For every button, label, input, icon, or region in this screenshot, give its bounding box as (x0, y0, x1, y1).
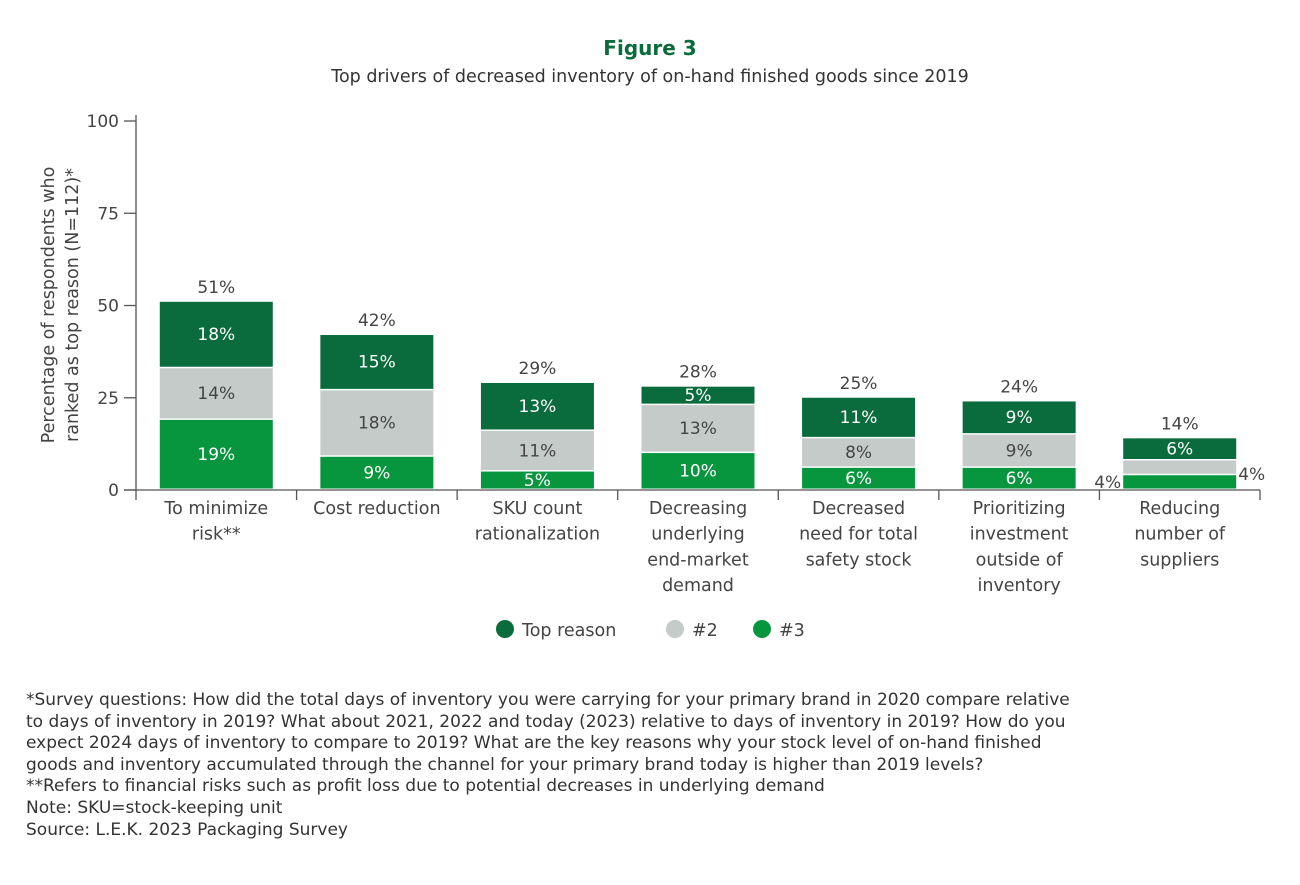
bar-segment (1123, 460, 1237, 474)
plot-area: 0 25 50 75 100 19% 14% 18% 51% To minimize risk** 9… (87, 112, 1266, 596)
bar-segment (641, 405, 755, 452)
bar-segment (159, 368, 273, 419)
bar-segment (1123, 438, 1237, 459)
bar-segment (962, 401, 1076, 434)
legend-label: Top reason (521, 621, 616, 641)
bar-segment (962, 434, 1076, 467)
bar-segment-label: 9% (363, 463, 390, 483)
footnote-line: goods and inventory accumulated through … (26, 754, 984, 775)
y-axis-label-line: Percentage of respondents who (39, 167, 59, 444)
x-category-label: Reducing (1139, 499, 1220, 519)
bar-segment-label: 4% (1094, 473, 1121, 493)
legend-swatch (753, 620, 771, 638)
footnote-line: Note: SKU=stock-keeping unit (26, 797, 283, 818)
bar-total-label: 14% (1161, 414, 1199, 434)
y-tick-label: 75 (97, 204, 119, 224)
chart-subtitle: Top drivers of decreased inventory of on… (330, 67, 969, 87)
bar-segment-label: 10% (679, 462, 717, 482)
bar-segment (159, 419, 273, 489)
x-category-label: inventory (977, 576, 1060, 596)
x-category-label: underlying (651, 525, 745, 545)
bar-segment (641, 386, 755, 404)
x-category-label: SKU count (492, 499, 582, 519)
chart-title: Figure 3 (603, 36, 696, 60)
bar-total-label: 29% (519, 359, 557, 379)
bar-segment (320, 335, 434, 389)
bar-segment-label: 11% (840, 408, 878, 428)
bar-segment (480, 382, 594, 430)
footnote-line: expect 2024 days of inventory to compare… (26, 733, 1042, 754)
footnote-line: Source: L.E.K. 2023 Packaging Survey (26, 819, 348, 840)
footnotes: *Survey questions: How did the total day… (26, 690, 1286, 841)
footnote-line: to days of inventory in 2019? What about… (26, 711, 1066, 732)
x-category-label: end-market (647, 550, 749, 570)
x-category-label: investment (970, 525, 1069, 545)
y-axis-label-line: ranked as top reason (N=112)* (63, 168, 83, 442)
x-category-label: safety stock (806, 550, 913, 570)
bar-segment-label: 19% (197, 445, 235, 465)
bar-segment-label: 9% (1006, 441, 1033, 461)
y-axis-label: Percentage of respondents who ranked as … (39, 167, 83, 444)
x-category-label: risk** (192, 525, 241, 545)
bar-total-label: 25% (840, 374, 878, 394)
legend-swatch (496, 620, 514, 638)
bar-total-label: 24% (1000, 377, 1038, 397)
bar-segment-label: 6% (845, 469, 872, 489)
x-category-label: number of (1134, 525, 1226, 545)
bar-segment-label: 4% (1238, 465, 1265, 485)
bar-segment (480, 430, 594, 471)
legend: Top reason #2 #3 (496, 620, 805, 641)
bar-segment-label: 6% (1166, 439, 1193, 459)
bar-total-label: 28% (679, 363, 717, 383)
x-category-label: Prioritizing (973, 499, 1066, 519)
x-category-label: rationalization (475, 525, 600, 545)
bar-segment-label: 11% (519, 441, 557, 461)
x-category-label: need for total (799, 525, 918, 545)
bar-segment (320, 456, 434, 489)
bar-segment-label: 18% (358, 414, 396, 434)
x-category-label: outside of (976, 550, 1064, 570)
legend-label: #2 (692, 621, 718, 641)
bar-segment-label: 9% (1006, 408, 1033, 428)
bar-segment (802, 467, 916, 489)
bar-segment-label: 13% (519, 397, 557, 417)
x-category-label: Decreased (812, 499, 905, 519)
bar-segment-label: 8% (845, 443, 872, 463)
bar-segment (802, 438, 916, 467)
bar-segment-label: 5% (524, 471, 551, 491)
bar-segment (320, 390, 434, 456)
bar-segment-label: 13% (679, 419, 717, 439)
bar-total-label: 51% (197, 278, 235, 298)
bar-segment-label: 15% (358, 353, 396, 373)
footnote-line: *Survey questions: How did the total day… (26, 690, 1070, 710)
x-category-label: Decreasing (649, 499, 747, 519)
x-category-label: Cost reduction (313, 499, 440, 519)
bar-segment (962, 467, 1076, 489)
bar-total-label: 42% (358, 311, 396, 331)
legend-swatch (666, 620, 684, 638)
x-category-label: To minimize (163, 499, 268, 519)
y-tick-label: 0 (108, 481, 119, 501)
bar-segment (641, 453, 755, 489)
y-tick-label: 100 (87, 112, 119, 132)
y-tick-label: 50 (97, 297, 119, 317)
bar-segment (159, 301, 273, 367)
x-category-label: suppliers (1140, 550, 1219, 570)
bar-segment (1123, 475, 1237, 489)
bar-segment-label: 14% (197, 384, 235, 404)
bar-segment (480, 471, 594, 489)
y-tick-label: 25 (97, 389, 119, 409)
footnote-line: **Refers to financial risks such as prof… (26, 776, 825, 797)
bar-segment (802, 397, 916, 437)
legend-label: #3 (779, 621, 805, 641)
bar-segment-label: 6% (1006, 469, 1033, 489)
bar-segment-label: 18% (197, 325, 235, 345)
x-category-label: demand (662, 576, 734, 596)
bar-segment-label: 5% (685, 386, 712, 406)
